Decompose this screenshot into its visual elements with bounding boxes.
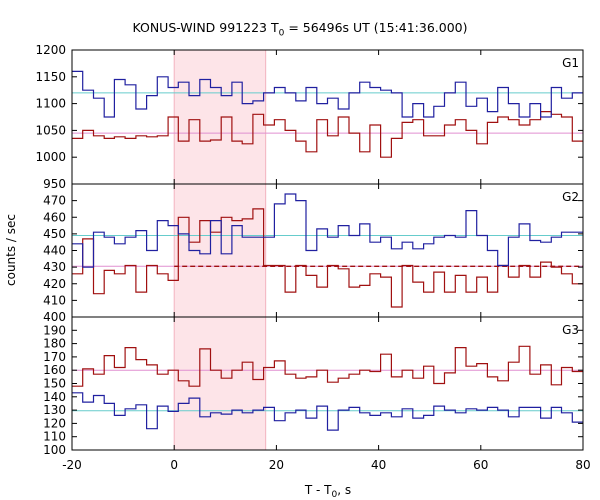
- panel-g2-ytick-label: 470: [43, 194, 66, 208]
- panel-g1-ytick-label: 1000: [35, 150, 66, 164]
- panel-g3-series-blue-line: [72, 392, 583, 431]
- x-axis-label-suffix: , s: [337, 483, 351, 497]
- panel-g3-label: G3: [562, 323, 579, 337]
- chart-title: KONUS-WIND 991223 T0 = 56496s UT (15:41:…: [0, 20, 600, 39]
- panel-g2-label: G2: [562, 190, 579, 204]
- panel-g3-series-red: [72, 345, 583, 387]
- y-axis-label: counts / sec: [4, 214, 18, 286]
- xtick-label: 80: [575, 458, 590, 472]
- reference-lines-layer: [72, 92, 583, 412]
- panel-g1-ytick-label: 1100: [35, 97, 66, 111]
- panel-g2-ytick-label: 410: [43, 293, 66, 307]
- xtick-label: 40: [371, 458, 386, 472]
- panel-g3-ytick-label: 190: [43, 323, 66, 337]
- panel-g3-series-blue: [72, 392, 583, 431]
- panel-g2-series-red-line: [72, 208, 583, 308]
- panel-g3-ytick-label: 120: [43, 416, 66, 430]
- panel-g1-series-blue-line: [72, 70, 583, 118]
- panel-g1-label: G1: [562, 56, 579, 70]
- panel-g3-ytick-label: 160: [43, 363, 66, 377]
- x-axis-label: T - T0, s: [304, 483, 351, 500]
- panel-g2-ytick-label: 450: [43, 227, 66, 241]
- labels-layer: 95010001050110011501200G1400410420430440…: [35, 43, 590, 472]
- xtick-label: 0: [170, 458, 178, 472]
- panel-g1-ytick-label: 950: [43, 177, 66, 191]
- panel-g3-ytick-label: 150: [43, 377, 66, 391]
- panel-g1-series-red: [72, 111, 583, 158]
- panel-g2-series-red: [72, 208, 583, 308]
- panel-g1-series-blue: [72, 70, 583, 118]
- frames-layer: [71, 49, 584, 451]
- shaded-interval-layer: [173, 50, 267, 450]
- panel-g3-ytick-label: 110: [43, 430, 66, 444]
- panel-g3-ytick-label: 100: [43, 443, 66, 457]
- panel-g2-series-blue: [72, 193, 583, 268]
- panel-g3-ytick-label: 180: [43, 337, 66, 351]
- shaded-interval: [174, 50, 266, 450]
- chart-title-sub: 0: [278, 28, 285, 39]
- xtick-label: 20: [269, 458, 284, 472]
- panel-g3-series-red-line: [72, 345, 583, 387]
- panel-g1-ytick-label: 1150: [35, 70, 66, 84]
- panel-g3-ytick-label: 130: [43, 403, 66, 417]
- panel-g3-ytick-label: 170: [43, 350, 66, 364]
- x-axis-label-prefix: T - T: [304, 483, 332, 497]
- panel-g2-ytick-label: 420: [43, 277, 66, 291]
- panel-g2-ytick-label: 400: [43, 310, 66, 324]
- panel-g1-series-red-line: [72, 111, 583, 158]
- panel-g1-ytick-label: 1050: [35, 123, 66, 137]
- series-layer: [72, 70, 583, 431]
- x-axis-label-sub: 0: [332, 490, 338, 500]
- panel-g2-ytick-label: 430: [43, 260, 66, 274]
- panel-g2-ytick-label: 460: [43, 210, 66, 224]
- chart-title-prefix: KONUS-WIND 991223 T: [132, 20, 279, 35]
- xtick-label: -20: [62, 458, 82, 472]
- panel-g2-ytick-label: 440: [43, 244, 66, 258]
- panel-g2-series-blue-line: [72, 193, 583, 268]
- panel-g1-ytick-label: 1200: [35, 43, 66, 57]
- xtick-label: 60: [473, 458, 488, 472]
- chart-title-suffix: = 56496s UT (15:41:36.000): [284, 20, 468, 35]
- panel-g3-ytick-label: 140: [43, 390, 66, 404]
